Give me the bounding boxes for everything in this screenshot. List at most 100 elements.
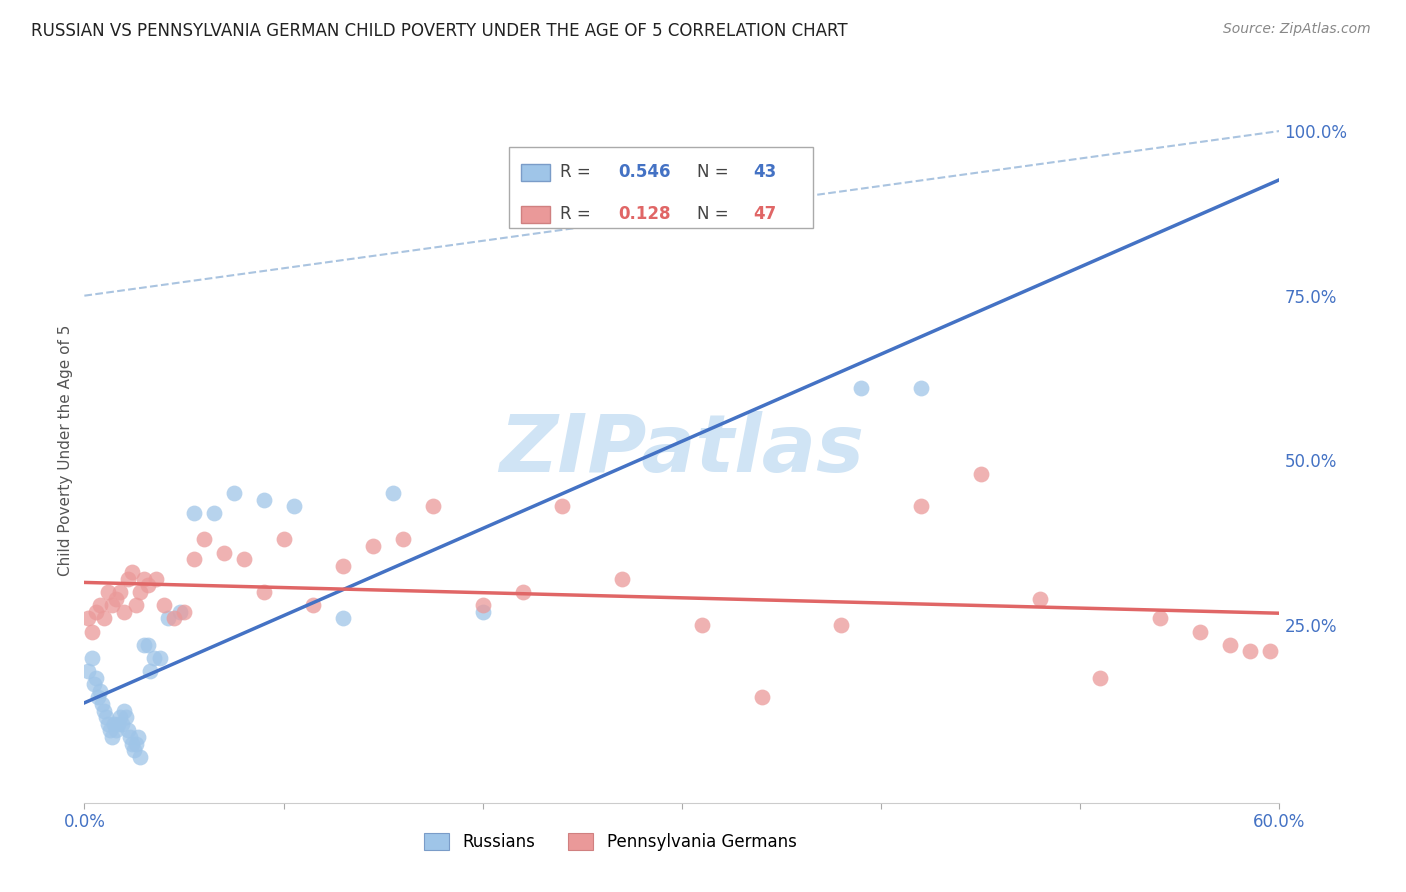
Point <box>422 500 444 514</box>
Point <box>157 611 180 625</box>
Point <box>110 710 132 724</box>
Point <box>112 605 135 619</box>
Point <box>87 690 110 705</box>
Legend: Russians, Pennsylvania Germans: Russians, Pennsylvania Germans <box>418 826 803 858</box>
Text: R =: R = <box>560 163 596 181</box>
Point <box>910 381 932 395</box>
Point <box>127 730 149 744</box>
Point <box>77 611 100 625</box>
Point <box>129 749 152 764</box>
Point <box>132 638 156 652</box>
Point <box>136 578 159 592</box>
Point <box>107 716 129 731</box>
Text: RUSSIAN VS PENNSYLVANIA GERMAN CHILD POVERTY UNDER THE AGE OF 5 CORRELATION CHAR: RUSSIAN VS PENNSYLVANIA GERMAN CHILD POV… <box>31 22 848 40</box>
Point <box>332 611 354 625</box>
Point <box>382 486 405 500</box>
Point <box>145 572 167 586</box>
Point <box>173 605 195 619</box>
Point <box>1090 671 1112 685</box>
Point <box>89 599 111 613</box>
Point <box>851 381 873 395</box>
Point <box>253 492 276 507</box>
Point <box>551 500 574 514</box>
Point <box>1258 644 1281 658</box>
Point <box>110 585 132 599</box>
Point <box>163 611 186 625</box>
Point <box>690 618 713 632</box>
Point <box>96 710 118 724</box>
Point <box>86 605 108 619</box>
Point <box>112 704 135 718</box>
Point <box>117 723 139 738</box>
Point <box>970 467 993 481</box>
Text: 43: 43 <box>754 163 778 181</box>
Point <box>143 651 166 665</box>
Text: 47: 47 <box>754 205 778 223</box>
FancyBboxPatch shape <box>520 163 551 180</box>
Point <box>183 552 205 566</box>
Text: N =: N = <box>697 205 734 223</box>
Point <box>1219 638 1241 652</box>
Point <box>193 533 215 547</box>
Point <box>122 743 145 757</box>
Point <box>910 500 932 514</box>
Y-axis label: Child Poverty Under the Age of 5: Child Poverty Under the Age of 5 <box>58 325 73 576</box>
Point <box>283 500 305 514</box>
Point <box>101 599 124 613</box>
Point <box>222 486 245 500</box>
Point <box>302 599 325 613</box>
Point <box>139 664 162 678</box>
Point <box>253 585 276 599</box>
Point <box>830 618 852 632</box>
Point <box>86 671 108 685</box>
Point <box>89 683 111 698</box>
Point <box>125 599 148 613</box>
Point <box>103 716 125 731</box>
Point <box>111 716 134 731</box>
Point <box>471 605 494 619</box>
Point <box>93 611 115 625</box>
Point <box>612 572 634 586</box>
Point <box>77 664 100 678</box>
Point <box>273 533 295 547</box>
Point <box>101 730 124 744</box>
Point <box>332 558 354 573</box>
FancyBboxPatch shape <box>520 206 551 223</box>
Point <box>117 572 139 586</box>
Point <box>471 599 494 613</box>
Point <box>121 737 143 751</box>
FancyBboxPatch shape <box>509 147 814 228</box>
Point <box>183 506 205 520</box>
Point <box>169 605 191 619</box>
Text: 0.128: 0.128 <box>619 205 671 223</box>
Point <box>361 539 384 553</box>
Point <box>129 585 152 599</box>
Point <box>97 585 120 599</box>
Point <box>93 704 115 718</box>
Point <box>132 572 156 586</box>
Point <box>149 651 172 665</box>
Point <box>105 591 128 606</box>
Point <box>121 566 143 580</box>
Point <box>120 730 142 744</box>
Point <box>97 716 120 731</box>
Point <box>392 533 415 547</box>
Point <box>82 624 104 639</box>
Point <box>1149 611 1171 625</box>
Point <box>136 638 159 652</box>
Point <box>202 506 225 520</box>
Text: N =: N = <box>697 163 734 181</box>
Point <box>125 737 148 751</box>
Point <box>1239 644 1261 658</box>
Point <box>82 651 104 665</box>
Point <box>1188 624 1211 639</box>
Point <box>115 710 138 724</box>
Point <box>98 723 121 738</box>
Point <box>212 545 235 559</box>
Point <box>512 585 534 599</box>
Point <box>232 552 254 566</box>
Text: Source: ZipAtlas.com: Source: ZipAtlas.com <box>1223 22 1371 37</box>
Point <box>83 677 105 691</box>
Point <box>105 723 128 738</box>
Text: ZIPatlas: ZIPatlas <box>499 411 865 490</box>
